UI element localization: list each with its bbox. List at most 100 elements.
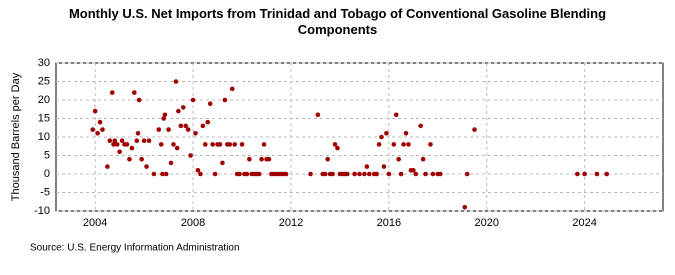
point <box>183 123 189 129</box>
point <box>109 90 115 95</box>
point <box>146 138 152 143</box>
point <box>423 171 428 177</box>
point <box>158 142 164 147</box>
x-tick-label: 2008 <box>181 217 205 229</box>
point <box>129 145 135 151</box>
point <box>151 171 157 177</box>
point <box>420 156 426 162</box>
point <box>100 127 105 132</box>
point <box>239 142 245 147</box>
point <box>335 145 340 151</box>
x-tick-label: 2020 <box>475 217 499 229</box>
point <box>166 127 171 132</box>
point <box>357 171 362 177</box>
y-tick-label: -5 <box>40 186 50 198</box>
point <box>315 112 321 118</box>
point <box>176 108 181 114</box>
point <box>594 171 600 177</box>
point <box>174 145 180 151</box>
point <box>381 164 387 169</box>
point <box>210 142 215 147</box>
point <box>237 171 242 177</box>
y-tick-label: 0 <box>44 168 50 180</box>
point <box>136 97 142 103</box>
point <box>398 171 404 177</box>
point <box>141 138 147 143</box>
point <box>352 171 357 177</box>
point <box>107 138 113 143</box>
point <box>362 171 367 177</box>
point <box>437 171 443 177</box>
point <box>90 127 96 132</box>
y-axis-label: Thousand Barrels per Day <box>10 72 22 201</box>
y-tick-label: -10 <box>34 205 50 217</box>
point <box>185 127 191 132</box>
point <box>92 108 98 114</box>
point <box>259 156 264 162</box>
point <box>105 164 110 169</box>
point <box>229 86 235 92</box>
point <box>132 90 137 95</box>
point <box>156 127 162 132</box>
point <box>244 171 250 177</box>
point <box>111 142 116 147</box>
point <box>222 97 228 103</box>
point <box>114 142 120 147</box>
point <box>386 171 392 177</box>
point <box>144 164 149 169</box>
y-tick-label: 15 <box>38 112 50 124</box>
point <box>256 171 262 177</box>
point <box>325 156 330 162</box>
point <box>418 123 423 129</box>
point <box>160 171 165 177</box>
point <box>119 138 125 143</box>
point <box>384 131 389 136</box>
point <box>180 105 186 110</box>
point <box>261 142 267 147</box>
point <box>232 142 237 147</box>
point <box>220 160 225 166</box>
point <box>575 171 580 177</box>
point <box>403 131 409 136</box>
point <box>171 142 176 147</box>
y-tick-label: 20 <box>38 94 50 106</box>
chart-title: Monthly U.S. Net Imports from Trinidad a… <box>68 6 607 37</box>
point <box>374 171 379 177</box>
point <box>198 171 203 177</box>
point <box>376 142 382 147</box>
point <box>308 171 313 177</box>
point <box>134 138 140 143</box>
point <box>401 142 406 147</box>
point <box>582 171 587 177</box>
point <box>366 171 372 177</box>
point <box>330 171 335 177</box>
point <box>227 142 233 147</box>
point <box>393 112 399 118</box>
point <box>124 142 130 147</box>
point <box>344 171 350 177</box>
point <box>190 97 196 103</box>
point <box>112 138 118 143</box>
point <box>195 168 201 173</box>
y-tick-label: 5 <box>44 149 50 161</box>
y-tick-label: 25 <box>38 75 50 87</box>
point <box>135 131 141 136</box>
point <box>168 160 174 166</box>
point <box>283 171 289 177</box>
point <box>411 168 416 173</box>
x-tick-label: 2004 <box>83 217 107 229</box>
point <box>95 131 100 136</box>
point <box>322 171 328 177</box>
point <box>162 112 168 118</box>
point <box>413 171 419 177</box>
point <box>396 156 401 162</box>
point <box>205 119 211 125</box>
x-tick-label: 2012 <box>279 217 303 229</box>
point <box>247 156 252 162</box>
point <box>188 153 193 158</box>
x-tick-label: 2024 <box>572 217 596 229</box>
point <box>173 79 179 84</box>
point <box>193 131 198 136</box>
